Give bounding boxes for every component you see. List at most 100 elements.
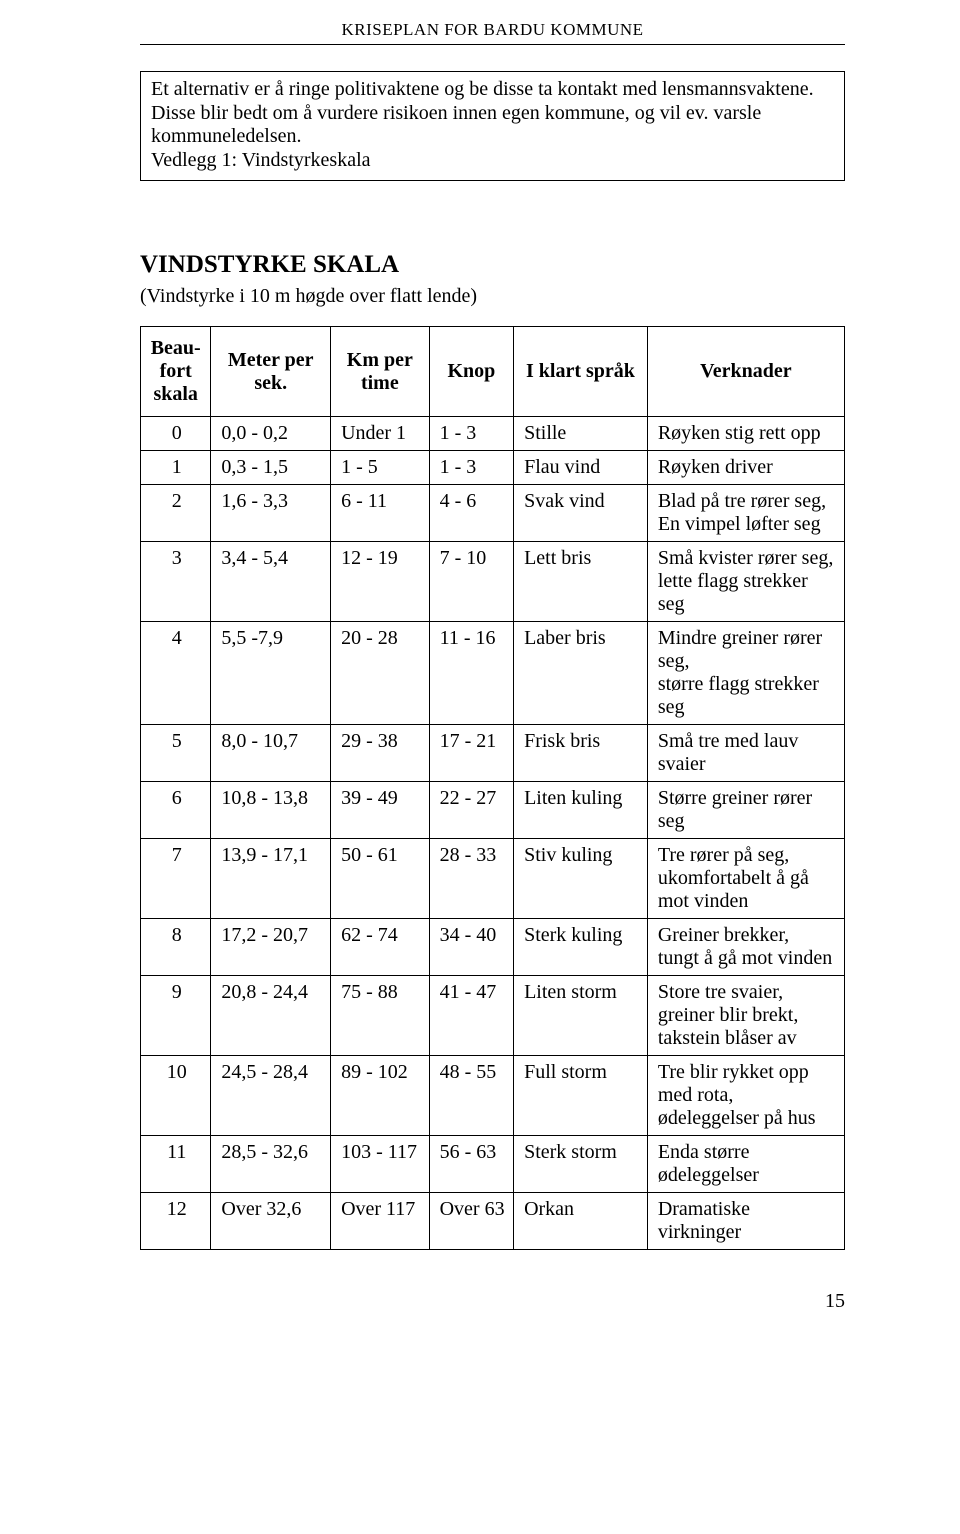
cell-mps: 20,8 - 24,4 xyxy=(211,976,331,1056)
section-subtitle: (Vindstyrke i 10 m høgde over flatt lend… xyxy=(140,285,845,308)
cell-kmt: 62 - 74 xyxy=(331,919,430,976)
cell-lang: Liten kuling xyxy=(514,782,648,839)
cell-mps: 8,0 - 10,7 xyxy=(211,725,331,782)
cell-beaufort: 5 xyxy=(141,725,211,782)
cell-lang: Svak vind xyxy=(514,485,648,542)
cell-knop: 17 - 21 xyxy=(429,725,513,782)
cell-verk: Tre blir rykket opp med rota, ødeleggels… xyxy=(647,1056,844,1136)
cell-kmt: 29 - 38 xyxy=(331,725,430,782)
cell-knop: 41 - 47 xyxy=(429,976,513,1056)
cell-kmt: 103 - 117 xyxy=(331,1136,430,1193)
cell-mps: 24,5 - 28,4 xyxy=(211,1056,331,1136)
cell-knop: 22 - 27 xyxy=(429,782,513,839)
cell-knop: Over 63 xyxy=(429,1193,513,1250)
table-row: 12Over 32,6Over 117Over 63OrkanDramatisk… xyxy=(141,1193,845,1250)
cell-knop: 11 - 16 xyxy=(429,622,513,725)
cell-beaufort: 11 xyxy=(141,1136,211,1193)
cell-mps: 13,9 - 17,1 xyxy=(211,839,331,919)
cell-mps: 0,0 - 0,2 xyxy=(211,417,331,451)
cell-kmt: 75 - 88 xyxy=(331,976,430,1056)
table-row: 58,0 - 10,729 - 3817 - 21Frisk brisSmå t… xyxy=(141,725,845,782)
table-row: 713,9 - 17,150 - 6128 - 33Stiv kulingTre… xyxy=(141,839,845,919)
cell-lang: Sterk kuling xyxy=(514,919,648,976)
cell-beaufort: 9 xyxy=(141,976,211,1056)
cell-knop: 48 - 55 xyxy=(429,1056,513,1136)
cell-beaufort: 3 xyxy=(141,542,211,622)
cell-verk: Greiner brekker,tungt å gå mot vinden xyxy=(647,919,844,976)
table-row: 10,3 - 1,51 - 51 - 3Flau vindRøyken driv… xyxy=(141,451,845,485)
cell-knop: 28 - 33 xyxy=(429,839,513,919)
table-row: 33,4 - 5,412 - 197 - 10Lett brisSmå kvis… xyxy=(141,542,845,622)
table-row: 817,2 - 20,762 - 7434 - 40Sterk kulingGr… xyxy=(141,919,845,976)
cell-knop: 34 - 40 xyxy=(429,919,513,976)
cell-lang: Sterk storm xyxy=(514,1136,648,1193)
cell-verk: Blad på tre rører seg,En vimpel løfter s… xyxy=(647,485,844,542)
cell-verk: Dramatiske virkninger xyxy=(647,1193,844,1250)
vedlegg-line: Vedlegg 1: Vindstyrkeskala xyxy=(151,149,371,171)
col-header-beaufort: Beau-fortskala xyxy=(141,327,211,417)
table-row: 21,6 - 3,36 - 114 - 6Svak vindBlad på tr… xyxy=(141,485,845,542)
table-row: 1024,5 - 28,489 - 10248 - 55Full stormTr… xyxy=(141,1056,845,1136)
cell-verk: Store tre svaier, greiner blir brekt, ta… xyxy=(647,976,844,1056)
cell-knop: 56 - 63 xyxy=(429,1136,513,1193)
cell-mps: 5,5 -7,9 xyxy=(211,622,331,725)
table-row: 920,8 - 24,475 - 8841 - 47Liten stormSto… xyxy=(141,976,845,1056)
cell-lang: Liten storm xyxy=(514,976,648,1056)
cell-verk: Små tre med lauv svaier xyxy=(647,725,844,782)
cell-knop: 4 - 6 xyxy=(429,485,513,542)
cell-kmt: Over 117 xyxy=(331,1193,430,1250)
cell-lang: Frisk bris xyxy=(514,725,648,782)
cell-kmt: 1 - 5 xyxy=(331,451,430,485)
table-row: 45,5 -7,920 - 2811 - 16Laber brisMindre … xyxy=(141,622,845,725)
col-header-knop: Knop xyxy=(429,327,513,417)
cell-verk: Enda større ødeleggelser xyxy=(647,1136,844,1193)
cell-mps: 3,4 - 5,4 xyxy=(211,542,331,622)
cell-kmt: 12 - 19 xyxy=(331,542,430,622)
cell-verk: Røyken driver xyxy=(647,451,844,485)
cell-lang: Flau vind xyxy=(514,451,648,485)
cell-lang: Stille xyxy=(514,417,648,451)
wind-scale-table: Beau-fortskala Meter persek. Km pertime … xyxy=(140,326,845,1250)
cell-beaufort: 12 xyxy=(141,1193,211,1250)
cell-mps: 0,3 - 1,5 xyxy=(211,451,331,485)
table-row: 1128,5 - 32,6103 - 11756 - 63Sterk storm… xyxy=(141,1136,845,1193)
cell-knop: 1 - 3 xyxy=(429,451,513,485)
section-title: VINDSTYRKE SKALA xyxy=(140,251,845,279)
cell-verk: Små kvister rører seg,lette flagg strekk… xyxy=(647,542,844,622)
framed-paragraph-text: Et alternativ er å ringe politivaktene o… xyxy=(151,78,814,147)
col-header-kmt: Km pertime xyxy=(331,327,430,417)
table-header-row: Beau-fortskala Meter persek. Km pertime … xyxy=(141,327,845,417)
document-header: KRISEPLAN FOR BARDU KOMMUNE xyxy=(140,20,845,40)
cell-lang: Stiv kuling xyxy=(514,839,648,919)
col-header-lang: I klart språk xyxy=(514,327,648,417)
cell-lang: Full storm xyxy=(514,1056,648,1136)
table-body: 00,0 - 0,2Under 11 - 3StilleRøyken stig … xyxy=(141,417,845,1250)
cell-verk: Mindre greiner rører seg,større flagg st… xyxy=(647,622,844,725)
col-header-mps: Meter persek. xyxy=(211,327,331,417)
cell-beaufort: 7 xyxy=(141,839,211,919)
cell-beaufort: 2 xyxy=(141,485,211,542)
cell-mps: Over 32,6 xyxy=(211,1193,331,1250)
page: KRISEPLAN FOR BARDU KOMMUNE Et alternati… xyxy=(0,0,960,1353)
cell-beaufort: 4 xyxy=(141,622,211,725)
cell-kmt: 6 - 11 xyxy=(331,485,430,542)
cell-beaufort: 8 xyxy=(141,919,211,976)
col-header-verk: Verknader xyxy=(647,327,844,417)
table-row: 00,0 - 0,2Under 11 - 3StilleRøyken stig … xyxy=(141,417,845,451)
header-underline xyxy=(140,44,845,45)
cell-mps: 28,5 - 32,6 xyxy=(211,1136,331,1193)
table-row: 610,8 - 13,839 - 4922 - 27Liten kulingSt… xyxy=(141,782,845,839)
cell-mps: 17,2 - 20,7 xyxy=(211,919,331,976)
cell-knop: 7 - 10 xyxy=(429,542,513,622)
page-number: 15 xyxy=(140,1290,845,1313)
cell-beaufort: 1 xyxy=(141,451,211,485)
cell-verk: Tre rører på seg,ukomfortabelt å gå mot … xyxy=(647,839,844,919)
cell-beaufort: 10 xyxy=(141,1056,211,1136)
cell-lang: Orkan xyxy=(514,1193,648,1250)
framed-paragraph: Et alternativ er å ringe politivaktene o… xyxy=(140,71,845,181)
cell-verk: Større greiner rører seg xyxy=(647,782,844,839)
cell-kmt: 39 - 49 xyxy=(331,782,430,839)
cell-kmt: Under 1 xyxy=(331,417,430,451)
cell-lang: Lett bris xyxy=(514,542,648,622)
cell-mps: 10,8 - 13,8 xyxy=(211,782,331,839)
